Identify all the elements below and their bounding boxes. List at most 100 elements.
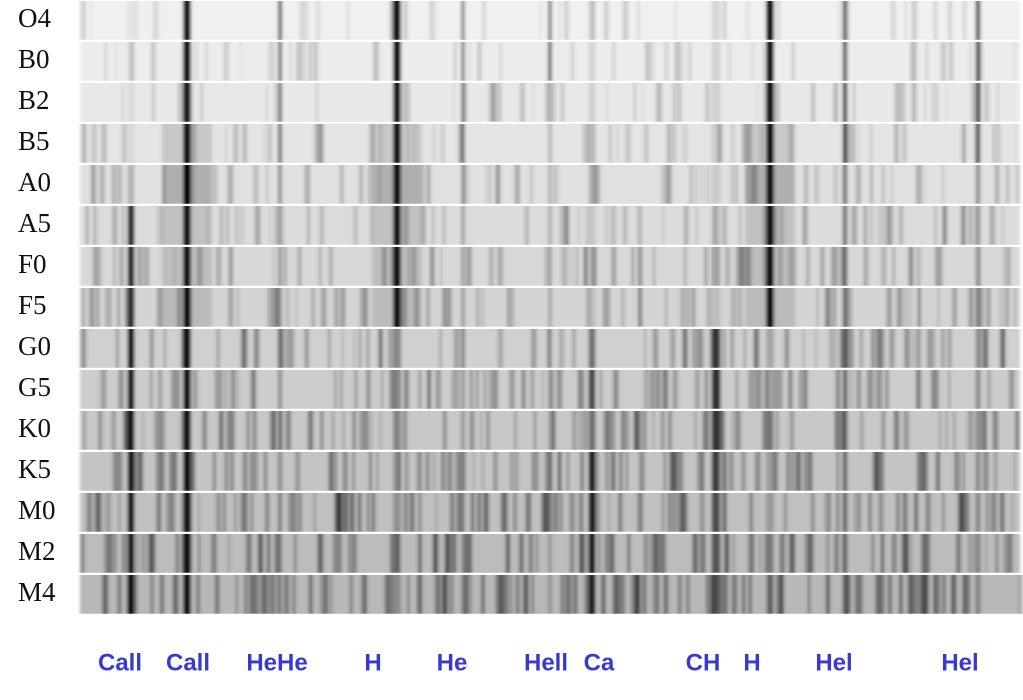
weak-line [1011,493,1013,532]
weak-line [627,534,630,573]
weak-line [902,124,907,163]
weak-line [402,411,406,450]
weak-line [578,206,580,245]
weak-line [984,411,987,450]
weak-line [904,1,907,40]
weak-line [850,288,852,327]
weak-line [242,452,246,491]
absorption-line [183,165,191,204]
line-label: Ca [584,649,615,676]
weak-line [342,411,345,450]
weak-line [418,370,422,409]
weak-line [220,370,223,409]
weak-line [263,575,269,614]
weak-line [886,370,889,409]
weak-line [618,493,621,532]
weak-line [955,534,960,573]
weak-line [620,452,622,491]
weak-line [164,411,166,450]
line-label: H [743,649,760,676]
weak-line [502,575,509,614]
weak-line [603,288,607,327]
weak-line [382,247,387,286]
absorption-line [711,575,721,614]
absorption-line [278,370,282,409]
weak-line [662,370,664,409]
weak-line [611,411,616,450]
absorption-line [548,124,552,163]
weak-line [202,411,206,450]
weak-line [607,411,613,450]
absorption-line [127,1,135,40]
weak-line [514,411,517,450]
absorption-line [278,493,282,532]
absorption-line [842,452,848,491]
weak-line [694,370,700,409]
weak-line [244,493,248,532]
weak-line [150,575,154,614]
weak-line [698,329,704,368]
weak-line [784,329,790,368]
weak-line [621,288,625,327]
absorption-line [766,124,774,163]
weak-line [760,124,764,163]
weak-line [86,206,89,245]
absorption-line [711,534,721,573]
weak-line [963,1,967,40]
weak-line [611,247,617,286]
weak-line [237,370,239,409]
absorption-line [711,1,721,40]
absorption-line [842,247,848,286]
weak-line [263,452,268,491]
weak-line [409,493,415,532]
weak-line [990,493,997,532]
absorption-line [842,411,848,450]
weak-line [586,206,589,245]
absorption-line [461,83,465,122]
weak-line [985,534,987,573]
weak-line [207,206,209,245]
weak-line [501,575,503,614]
weak-line [255,329,260,368]
weak-line [332,534,339,573]
weak-line [578,370,585,409]
spectrum-lines [80,288,1020,327]
weak-line [924,575,929,614]
weak-line [138,452,144,491]
weak-line [416,575,423,614]
weak-line [228,288,234,327]
weak-line [468,42,471,81]
spectra-strips [80,1,1023,616]
weak-line [807,575,811,614]
weak-line [579,411,582,450]
absorption-line [588,206,596,245]
weak-line [664,370,669,409]
weak-line [933,83,939,122]
weak-line [215,534,217,573]
absorption-line [393,452,401,491]
weak-line [937,247,943,286]
weak-line [389,534,395,573]
weak-line [570,42,575,81]
weak-line [249,452,254,491]
weak-line [833,165,839,204]
absorption-line [711,411,721,450]
weak-line [741,124,746,163]
weak-line [743,124,750,163]
weak-line [850,370,853,409]
weak-line [353,329,356,368]
weak-line [846,329,850,368]
weak-line [333,452,337,491]
weak-line [677,493,682,532]
spectrum-lines [80,124,1020,163]
line-label: HeHe [246,649,307,676]
absorption-line [393,42,401,81]
weak-line [522,370,525,409]
weak-line [290,329,295,368]
weak-line [248,575,250,614]
weak-line [366,329,370,368]
absorption-line [975,329,981,368]
weak-line [894,411,900,450]
weak-line [235,206,239,245]
